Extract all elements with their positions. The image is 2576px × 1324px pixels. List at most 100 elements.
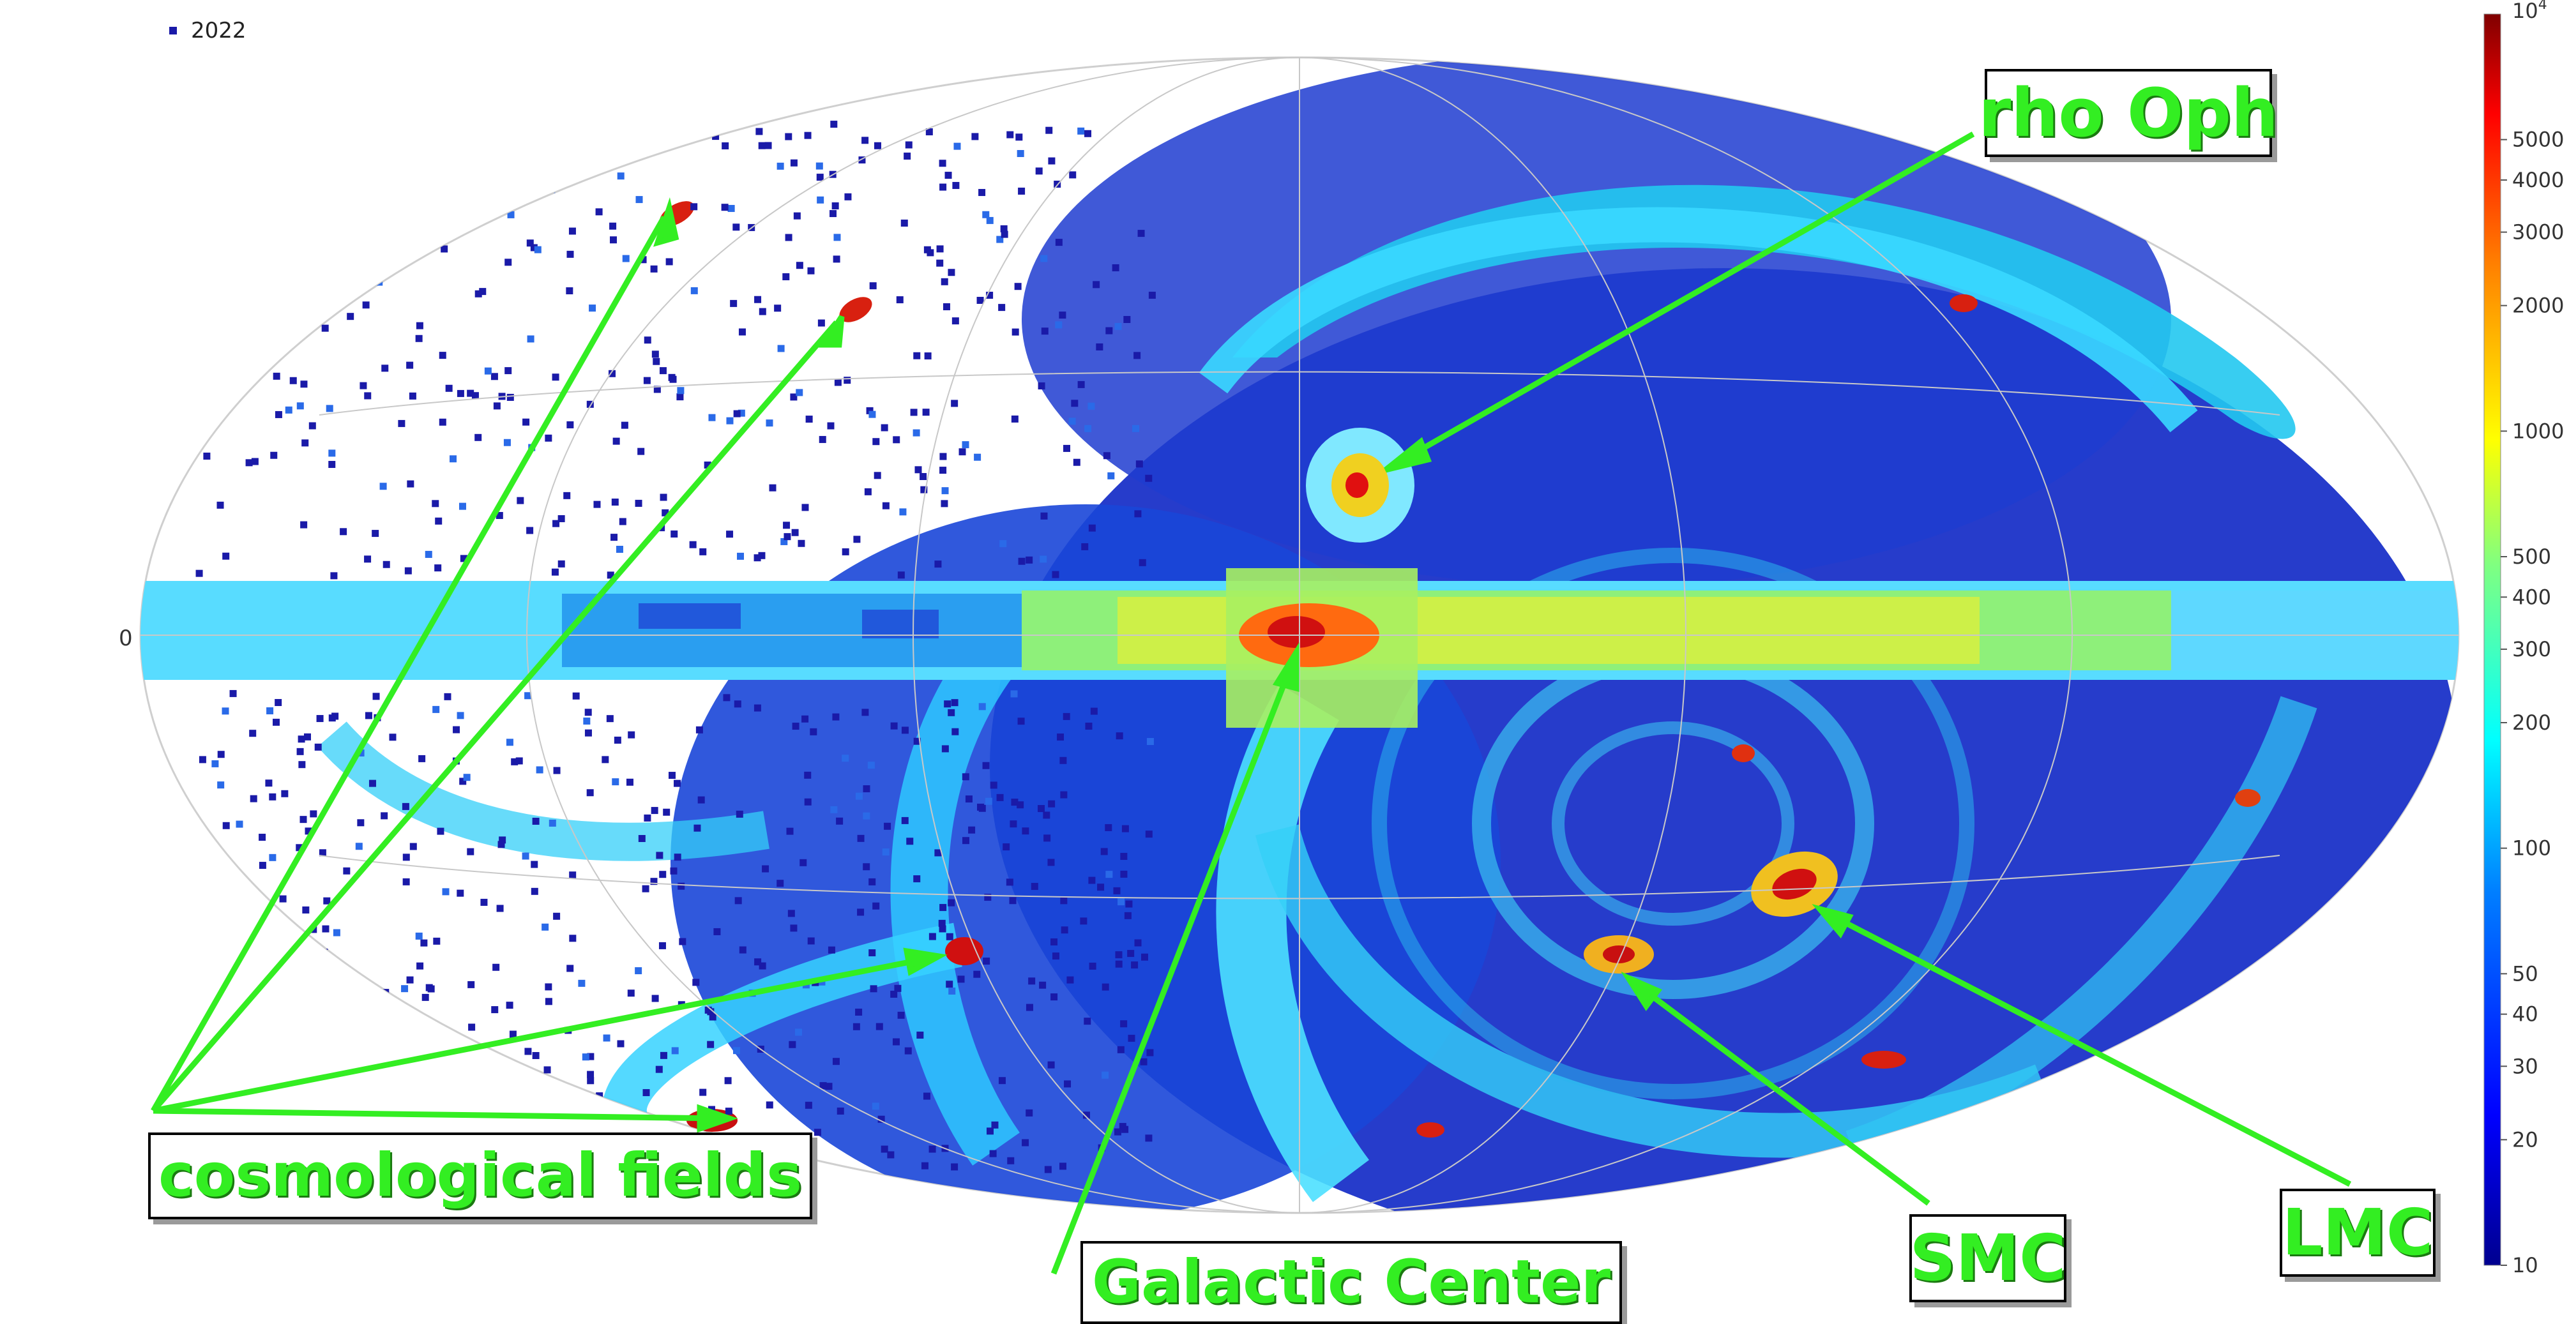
scatter-point xyxy=(923,246,931,253)
scatter-point xyxy=(1139,559,1146,566)
colorbar-tick-label-50: 50 xyxy=(2512,961,2538,986)
scatter-point xyxy=(425,984,433,991)
scatter-point xyxy=(875,1023,883,1030)
scatter-point xyxy=(709,1013,716,1021)
scatter-point xyxy=(799,859,807,866)
galactic-center-arrow xyxy=(1050,659,1296,1275)
scatter-point xyxy=(439,418,446,426)
scatter-point xyxy=(587,1071,595,1078)
colorbar-tick-label-5000: 5000 xyxy=(2512,128,2564,152)
scatter-point xyxy=(670,867,678,875)
scatter-point xyxy=(866,407,874,414)
scatter-point xyxy=(457,389,464,397)
scatter-point xyxy=(1120,870,1128,878)
scatter-point xyxy=(321,166,328,174)
scatter-point xyxy=(869,282,877,290)
scatter-point xyxy=(515,757,523,765)
colorbar-tick-label-400: 400 xyxy=(2512,585,2551,609)
scatter-point xyxy=(777,880,784,887)
scatter-point xyxy=(587,1053,595,1060)
scatter-point xyxy=(611,498,619,506)
scatter-point xyxy=(653,357,660,365)
scatter-point xyxy=(450,160,458,167)
scatter-point xyxy=(1066,976,1074,984)
scatter-point xyxy=(257,969,264,977)
scatter-point xyxy=(407,480,414,488)
scatter-point xyxy=(857,908,865,916)
scatter-point xyxy=(269,793,277,801)
rho-oph-arrowhead xyxy=(1384,437,1432,473)
scatter-point xyxy=(566,250,574,258)
scatter-point xyxy=(974,453,981,461)
scatter-point xyxy=(573,1102,581,1110)
scatter-point xyxy=(227,1070,235,1078)
cosmo-arrow-1 xyxy=(151,215,667,1113)
scatter-point xyxy=(545,434,552,442)
scatter-point xyxy=(259,862,266,869)
scatter-point xyxy=(402,878,410,885)
scatter-point xyxy=(952,182,960,190)
scatter-point xyxy=(881,1145,888,1153)
scatter-point xyxy=(642,885,649,892)
scatter-point xyxy=(1026,556,1033,564)
scatter-point xyxy=(1105,871,1113,878)
scatter-point xyxy=(832,1058,840,1065)
scatter-point xyxy=(1022,827,1029,835)
lmc-arrowhead xyxy=(1812,904,1854,938)
scatter-point xyxy=(1038,805,1045,813)
scatter-point xyxy=(827,422,835,430)
scatter-point xyxy=(1116,732,1123,740)
scatter-point xyxy=(328,449,336,457)
scatter-point xyxy=(1096,343,1103,350)
scatter-point xyxy=(1059,756,1067,764)
scatter-point xyxy=(948,987,956,995)
scatter-point xyxy=(524,1048,532,1055)
scatter-point xyxy=(1093,281,1100,289)
scatter-point xyxy=(1128,1034,1135,1042)
scatter-point xyxy=(491,1097,499,1105)
scatter-point xyxy=(1047,1061,1055,1069)
scatter-point xyxy=(416,322,423,329)
scatter-point xyxy=(901,726,909,734)
colorbar: 10 20 30 40 50 100 200 300 400 500 1000 2000 3000 400… xyxy=(2483,0,2564,1277)
scatter-point xyxy=(1040,512,1048,520)
scatter-point xyxy=(1014,283,1022,290)
sky-ellipse xyxy=(139,56,2460,1214)
scatter-point xyxy=(229,689,237,697)
scatter-point xyxy=(978,703,986,711)
scatter-point xyxy=(1055,239,1063,246)
scatter-point xyxy=(298,955,305,963)
scatter-point xyxy=(870,985,877,993)
scatter-point xyxy=(939,160,946,167)
scatter-point xyxy=(733,1047,741,1055)
scatter-point xyxy=(737,552,745,560)
scatter-point xyxy=(205,165,213,172)
scatter-point xyxy=(603,124,611,132)
rho-oph-label: rho Oph xyxy=(1978,69,2278,157)
scatter-point xyxy=(651,807,658,815)
scatter-point xyxy=(951,1163,958,1171)
scatter-point xyxy=(512,147,520,154)
scatter-point xyxy=(409,843,417,850)
scatter-point xyxy=(316,715,324,723)
scatter-point xyxy=(265,162,273,169)
scatter-point xyxy=(333,970,341,977)
scatter-point xyxy=(531,176,538,183)
scatter-point xyxy=(199,756,206,764)
scatter-point xyxy=(251,458,259,465)
scatter-point xyxy=(830,121,838,128)
scatter-point xyxy=(506,739,513,746)
scatter-point xyxy=(532,1051,540,1059)
colorbar-tick-label-30: 30 xyxy=(2512,1054,2538,1078)
scatter-point xyxy=(493,402,501,410)
scatter-point xyxy=(920,486,928,493)
scatter-point xyxy=(1090,707,1098,715)
scatter-point xyxy=(451,192,459,199)
scatter-point xyxy=(726,530,734,538)
colorbar-tick-label-40: 40 xyxy=(2512,1002,2538,1027)
scatter-point xyxy=(1134,939,1142,947)
scatter-point xyxy=(340,528,347,536)
scatter-point xyxy=(535,162,543,169)
scatter-point xyxy=(573,1125,581,1133)
